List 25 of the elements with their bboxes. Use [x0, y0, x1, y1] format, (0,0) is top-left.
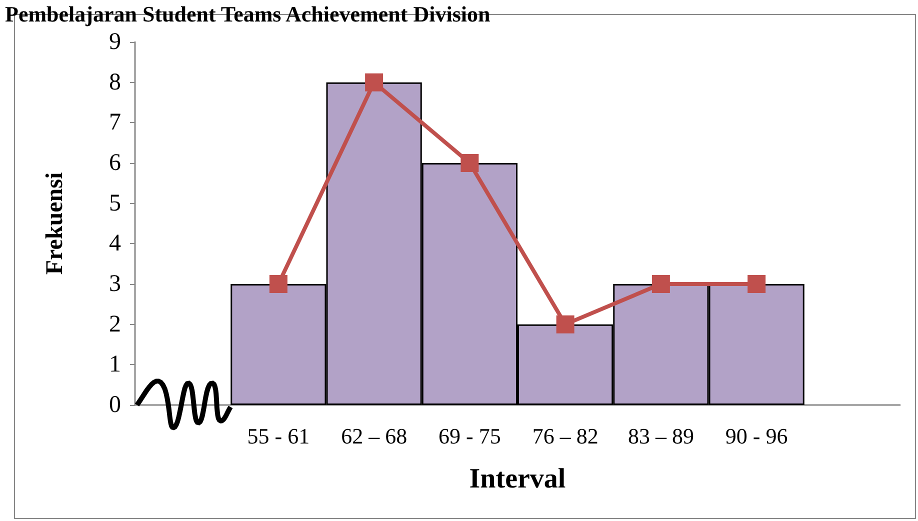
- point: [269, 275, 288, 293]
- x-tick-label: 55 - 61: [247, 424, 310, 448]
- y-tick-label: 8: [109, 69, 121, 96]
- x-tick-label: 83 – 89: [628, 424, 694, 448]
- y-tick-label: 6: [109, 150, 121, 176]
- x-tick-label: 90 - 96: [725, 424, 788, 448]
- point: [652, 275, 670, 293]
- x-tick-label: 69 - 75: [438, 424, 501, 448]
- x-axis-title: Interval: [469, 464, 566, 494]
- point: [556, 315, 574, 334]
- point: [460, 154, 479, 172]
- y-tick-label: 2: [109, 311, 121, 338]
- point: [365, 73, 384, 92]
- y-axis-title: Frekuensi: [42, 172, 68, 275]
- y-tick-label: 5: [109, 190, 121, 216]
- y-tick-label: 0: [109, 392, 121, 418]
- x-tick-label: 62 – 68: [341, 424, 408, 448]
- point: [748, 275, 766, 293]
- chart-title: Pembelajaran Student Teams Achievement Division: [5, 2, 490, 26]
- y-tick-label: 3: [109, 271, 121, 297]
- x-tick-label: 76 – 82: [532, 424, 598, 448]
- y-tick-label: 4: [109, 230, 121, 257]
- y-tick-label: 1: [109, 352, 121, 378]
- y-tick-label: 9: [109, 29, 121, 55]
- y-tick-label: 7: [109, 110, 121, 136]
